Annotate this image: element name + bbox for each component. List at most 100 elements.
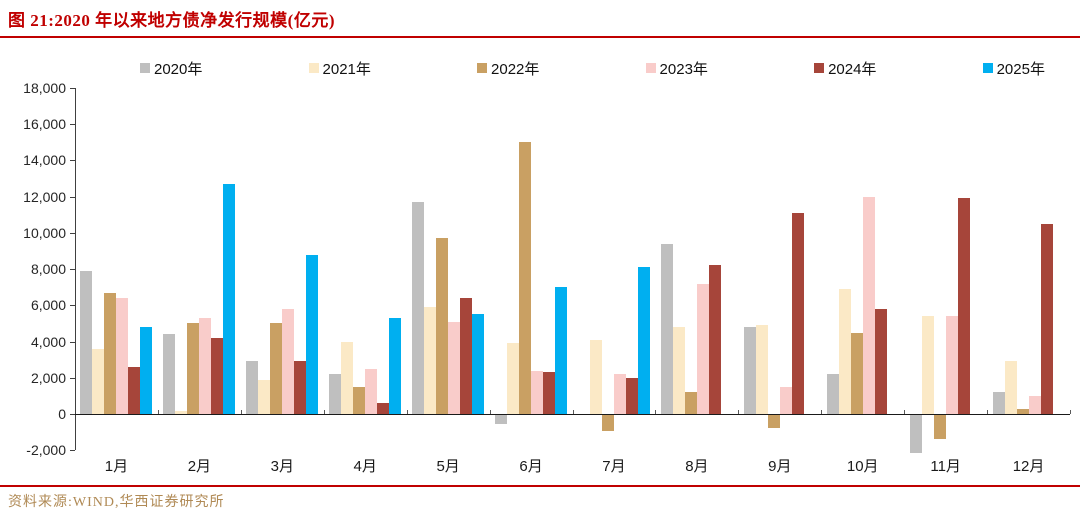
bar-2023年-11月 [945, 316, 958, 414]
bar-2020年-9月 [743, 327, 756, 414]
y-tick-mark [70, 450, 75, 452]
y-tick-label: 2,000 [30, 369, 66, 386]
legend-label: 2025年 [996, 60, 1045, 78]
x-axis-label: 5月 [436, 458, 460, 475]
x-axis-label: 7月 [602, 458, 626, 475]
bar-2025年-6月 [555, 287, 568, 414]
legend-label: 2023年 [659, 60, 708, 78]
bar-2021年-5月 [424, 307, 437, 414]
x-axis-tick [323, 410, 325, 414]
bar-2020年-6月 [495, 415, 508, 425]
bar-2023年-3月 [282, 308, 295, 414]
legend-swatch-icon [645, 63, 656, 73]
bar-2023年-4月 [365, 368, 378, 414]
bar-2023年-9月 [779, 386, 792, 414]
bar-2022年-2月 [187, 323, 200, 414]
bar-2020年-12月 [992, 392, 1005, 414]
y-tick-mark [70, 196, 75, 198]
bar-2022年-1月 [104, 292, 117, 414]
legend-swatch-icon [982, 63, 993, 73]
bar-2024年-8月 [708, 265, 721, 414]
bar-2024年-7月 [625, 377, 638, 414]
x-axis-label: 3月 [270, 458, 294, 475]
y-tick-label: 16,000 [23, 116, 66, 133]
legend-label: 2021年 [322, 60, 371, 78]
bar-2021年-9月 [755, 325, 768, 414]
y-tick-mark [70, 305, 75, 307]
bar-2024年-11月 [957, 198, 970, 414]
y-tick-label: 6,000 [30, 297, 66, 314]
bar-2023年-7月 [613, 374, 626, 414]
figure-title: 图 21:2020 年以来地方债净发行规模(亿元) [8, 11, 335, 30]
legend-item-2025年: 2025年 [982, 58, 1045, 79]
legend-label: 2020年 [154, 60, 203, 78]
bar-2024年-5月 [460, 298, 473, 414]
y-tick-mark [70, 269, 75, 271]
bar-2023年-1月 [116, 298, 129, 414]
bar-2021年-6月 [507, 343, 520, 414]
bar-2024年-1月 [128, 366, 141, 414]
bar-2025年-4月 [389, 318, 402, 414]
bar-2024年-4月 [377, 403, 390, 414]
chart-legend: 2020年 2021年 2022年 2023年 2024年 2025年 [140, 58, 1045, 78]
y-tick-label: 18,000 [23, 80, 66, 96]
legend-swatch-icon [814, 63, 825, 73]
y-tick-label: 12,000 [23, 188, 66, 205]
title-divider [0, 36, 1080, 38]
y-tick-mark [70, 414, 75, 415]
y-tick-mark [70, 160, 75, 162]
y-tick-mark [70, 341, 75, 343]
x-axis-tick [738, 410, 740, 414]
x-axis-tick [489, 410, 491, 414]
x-axis-tick [157, 410, 159, 414]
x-axis-tick [655, 410, 657, 414]
x-axis-tick [821, 410, 823, 414]
bar-2023年-12月 [1028, 395, 1041, 414]
legend-item-2021年: 2021年 [308, 58, 371, 79]
bar-2023年-10月 [862, 196, 875, 414]
bar-2025年-2月 [223, 183, 236, 414]
x-axis-label: 4月 [353, 458, 377, 475]
x-axis-label: 10月 [846, 458, 879, 475]
bar-2020年-1月 [80, 270, 93, 414]
bar-2022年-9月 [767, 415, 780, 428]
legend-item-2023年: 2023年 [645, 58, 708, 79]
legend-label: 2024年 [828, 60, 877, 78]
y-axis-line [75, 88, 76, 451]
bar-2024年-9月 [791, 212, 804, 414]
legend-item-2024年: 2024年 [814, 58, 876, 79]
x-axis-tick [240, 410, 242, 414]
y-tick-mark [70, 124, 75, 126]
zero-baseline [75, 414, 1070, 415]
bar-2021年-4月 [341, 341, 354, 414]
bar-2022年-8月 [684, 392, 697, 414]
x-axis-label: 8月 [685, 458, 709, 475]
legend-swatch-icon [308, 63, 319, 73]
bar-2020年-4月 [329, 374, 342, 414]
x-axis-label: 1月 [104, 458, 129, 475]
legend-item-2022年: 2022年 [477, 58, 539, 79]
x-axis-label: 11月 [930, 458, 961, 475]
bar-2024年-12月 [1040, 223, 1053, 414]
bar-2022年-7月 [601, 415, 614, 432]
bar-2024年-2月 [211, 337, 224, 414]
bar-2025年-5月 [472, 314, 485, 414]
bar-2021年-3月 [258, 379, 271, 414]
bar-2021年-10月 [838, 289, 851, 414]
bar-2022年-10月 [850, 332, 863, 414]
legend-swatch-icon [477, 63, 488, 73]
x-axis-label: 2月 [187, 458, 212, 475]
bar-2020年-11月 [909, 415, 922, 454]
y-tick-label: 4,000 [30, 333, 66, 350]
bar-2020年-5月 [412, 202, 425, 414]
legend-label: 2022年 [491, 60, 540, 78]
x-axis-tick [1070, 410, 1071, 414]
bar-2021年-8月 [672, 327, 685, 414]
x-axis-label: 6月 [519, 458, 543, 475]
x-axis-label: 12月 [1012, 458, 1045, 475]
bar-2020年-2月 [163, 334, 176, 414]
y-tick-mark [70, 88, 75, 89]
legend-item-2020年: 2020年 [140, 58, 202, 79]
bar-2022年-3月 [270, 323, 283, 414]
